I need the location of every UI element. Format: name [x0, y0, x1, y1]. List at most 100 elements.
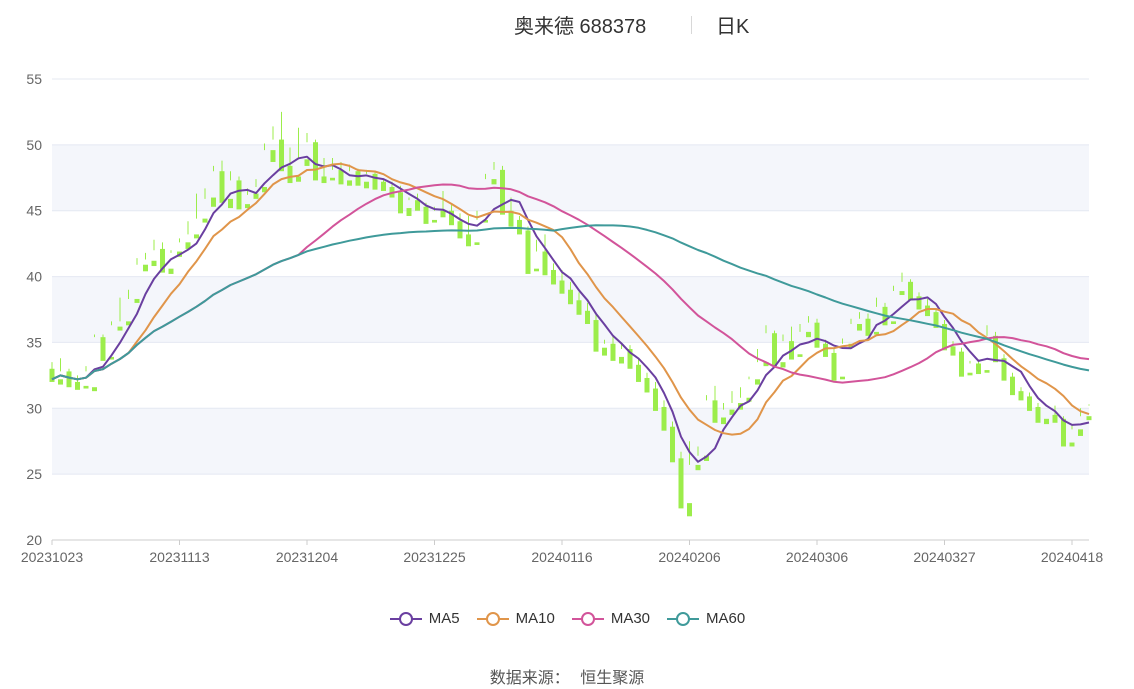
ma-line-ma60 — [51, 224, 1090, 381]
candle-body — [1044, 418, 1049, 425]
candle-body — [211, 197, 216, 207]
candle-body — [83, 385, 89, 389]
candle — [109, 321, 114, 360]
candle — [857, 312, 862, 331]
candle-body — [678, 458, 684, 509]
candle — [194, 193, 199, 239]
candle-body — [746, 397, 752, 402]
candle-body — [568, 289, 573, 305]
chart-title: 奥来德 688378 日K — [0, 6, 1134, 40]
candle-body — [432, 219, 437, 223]
candle — [483, 173, 488, 223]
candle — [959, 347, 964, 377]
ma-line-ma5 — [51, 155, 1090, 463]
candle-body — [49, 368, 55, 382]
candle — [814, 318, 820, 348]
candle-body — [823, 343, 828, 357]
candle-body — [415, 200, 420, 211]
candle — [780, 334, 786, 368]
candle — [670, 421, 675, 463]
legend-item-ma10[interactable]: MA10 — [476, 610, 555, 627]
candle-body — [253, 193, 259, 199]
legend-item-ma60[interactable]: MA60 — [666, 610, 745, 627]
candle-body — [772, 333, 777, 367]
candle-body — [202, 218, 208, 223]
period-selector[interactable]: 日K — [716, 16, 750, 38]
legend-item-ma30[interactable]: MA30 — [571, 610, 650, 627]
legend-line-circle-icon — [571, 611, 604, 626]
candle — [695, 446, 701, 471]
candle-body — [58, 379, 63, 385]
candle — [1044, 418, 1049, 425]
candle-body — [245, 204, 250, 209]
source-provider: 恒生聚源 — [580, 670, 645, 687]
moving-average-lines — [51, 155, 1090, 463]
candle — [372, 171, 378, 190]
y-tick-label: 50 — [26, 137, 42, 153]
candle — [449, 204, 454, 226]
candle — [66, 368, 72, 388]
candle-body — [126, 321, 131, 326]
candle-body — [721, 417, 726, 425]
candle-body — [279, 139, 284, 172]
candle — [185, 221, 191, 249]
candle-body — [916, 296, 922, 310]
candle — [253, 179, 259, 199]
candle-body — [1010, 376, 1015, 396]
legend-item-ma5[interactable]: MA5 — [389, 610, 460, 627]
candle — [406, 197, 412, 216]
candle — [58, 358, 63, 385]
candle — [270, 126, 276, 162]
legend-label: MA30 — [610, 610, 651, 627]
candle-body — [296, 176, 301, 182]
candle-body — [75, 381, 80, 390]
candle-body — [950, 346, 956, 356]
candlestick-chart: 20 25 30 35 40 45 50 55 20231023 20231113 2023120… — [21, 71, 1104, 565]
candle-body — [1069, 442, 1075, 447]
candle — [202, 188, 208, 223]
candle — [134, 258, 140, 303]
candle — [908, 279, 913, 301]
candle-body — [1086, 416, 1092, 421]
candle-body — [330, 177, 335, 181]
legend-line-circle-icon — [476, 611, 509, 626]
candle — [610, 335, 616, 361]
candle — [967, 360, 973, 376]
x-tick-label: 20231113 — [149, 549, 209, 565]
candle-body — [814, 322, 820, 348]
candle — [602, 339, 607, 356]
candle — [508, 197, 514, 227]
candle-body — [627, 349, 633, 369]
candle — [219, 160, 225, 203]
candle-body — [1027, 396, 1032, 411]
grid — [52, 78, 1089, 541]
candle-body — [134, 298, 140, 303]
candle — [653, 381, 658, 411]
candle — [228, 171, 233, 209]
candle-body — [874, 331, 879, 335]
candle-body — [908, 281, 913, 301]
candle — [1086, 404, 1092, 421]
candle — [636, 358, 641, 382]
candle-body — [270, 150, 276, 162]
candle-body — [185, 242, 191, 249]
candle — [491, 161, 497, 185]
candle — [1027, 392, 1032, 411]
y-axis: 20 25 30 35 40 45 50 55 — [26, 71, 42, 548]
candle-body — [1052, 414, 1058, 423]
candle — [1001, 354, 1007, 381]
candle — [83, 366, 89, 389]
candle-body — [619, 356, 624, 364]
candle-body — [117, 326, 123, 331]
candle-body — [321, 176, 327, 184]
candle-body — [423, 206, 429, 224]
candle — [1035, 403, 1041, 423]
candle-body — [610, 343, 616, 361]
candle-body — [449, 210, 454, 226]
candle — [950, 341, 956, 356]
candle — [304, 133, 310, 166]
candle — [644, 372, 650, 393]
candle — [840, 338, 845, 380]
candle — [593, 313, 599, 352]
candle-body — [92, 387, 97, 392]
